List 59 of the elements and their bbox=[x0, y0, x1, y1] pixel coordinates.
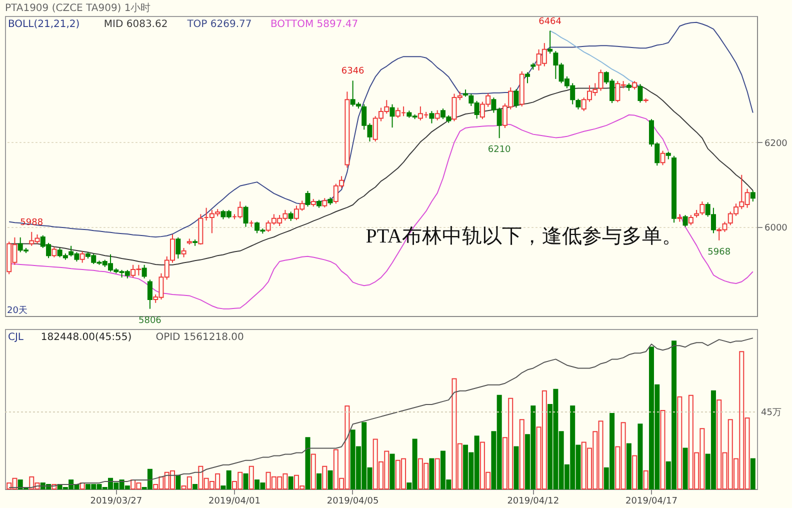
bar bbox=[192, 484, 198, 490]
bar bbox=[638, 424, 643, 490]
ref-line-label: 45万 bbox=[761, 408, 782, 418]
bar bbox=[626, 443, 632, 490]
bar bbox=[243, 473, 248, 490]
bar bbox=[682, 448, 688, 490]
annotation: 6210 bbox=[488, 145, 512, 156]
bar bbox=[328, 470, 333, 490]
y-tick-label: 6000 bbox=[764, 223, 788, 234]
candlestick bbox=[176, 236, 181, 260]
candlestick bbox=[429, 110, 434, 124]
candlestick bbox=[52, 246, 57, 258]
candlestick bbox=[598, 69, 604, 92]
candlestick bbox=[548, 30, 553, 54]
candlestick bbox=[142, 264, 147, 279]
text: TOP 6269.77 bbox=[186, 19, 252, 30]
candlestick bbox=[305, 190, 310, 208]
x-tick-label: 2019/03/27 bbox=[90, 496, 142, 506]
candlestick bbox=[80, 250, 85, 264]
candlestick bbox=[576, 98, 581, 110]
bar bbox=[316, 473, 322, 490]
annotation: 6346 bbox=[341, 66, 365, 77]
candlestick bbox=[688, 214, 694, 226]
x-tick-label: 2019/04/01 bbox=[208, 496, 260, 506]
annotation: 182448.00(45:55) bbox=[40, 332, 132, 343]
bar bbox=[176, 474, 181, 490]
candlestick bbox=[638, 84, 643, 104]
text: BOTTOM 5897.47 bbox=[270, 19, 358, 30]
candlestick bbox=[514, 88, 519, 108]
annotation: 5806 bbox=[138, 316, 162, 326]
candlestick bbox=[288, 211, 294, 222]
bar bbox=[750, 458, 756, 490]
candlestick bbox=[390, 104, 395, 128]
x-tick-label: 2019/04/17 bbox=[626, 496, 678, 506]
text: OPID 1561218.00 bbox=[156, 332, 244, 343]
bar bbox=[429, 458, 434, 490]
chart-subtitle: CJL bbox=[8, 332, 24, 343]
annotation: 20天 bbox=[7, 305, 28, 316]
candlestick bbox=[181, 247, 186, 258]
y-tick-label: 6200 bbox=[764, 138, 788, 149]
bar bbox=[514, 446, 519, 490]
annotation: 6464 bbox=[538, 16, 562, 27]
candlestick bbox=[434, 110, 440, 121]
bar bbox=[288, 476, 294, 490]
candlestick bbox=[322, 198, 328, 208]
candlestick bbox=[682, 214, 688, 228]
candlestick bbox=[243, 205, 248, 228]
candlestick bbox=[147, 279, 152, 310]
bar bbox=[390, 454, 395, 490]
chart-subtitle: BOLL(21,21,2) bbox=[8, 19, 80, 30]
text: MID 6083.62 bbox=[104, 19, 168, 30]
candlestick bbox=[660, 150, 666, 166]
chart-title: PTA1909 (CZCE TA909) 1小时 bbox=[5, 2, 151, 14]
x-tick-label: 2019/04/05 bbox=[326, 496, 379, 506]
candlestick bbox=[750, 190, 756, 202]
bar bbox=[305, 437, 310, 490]
candlestick bbox=[525, 72, 530, 84]
annotation: 5968 bbox=[708, 247, 731, 258]
x-tick-label: 2019/04/12 bbox=[507, 496, 560, 506]
